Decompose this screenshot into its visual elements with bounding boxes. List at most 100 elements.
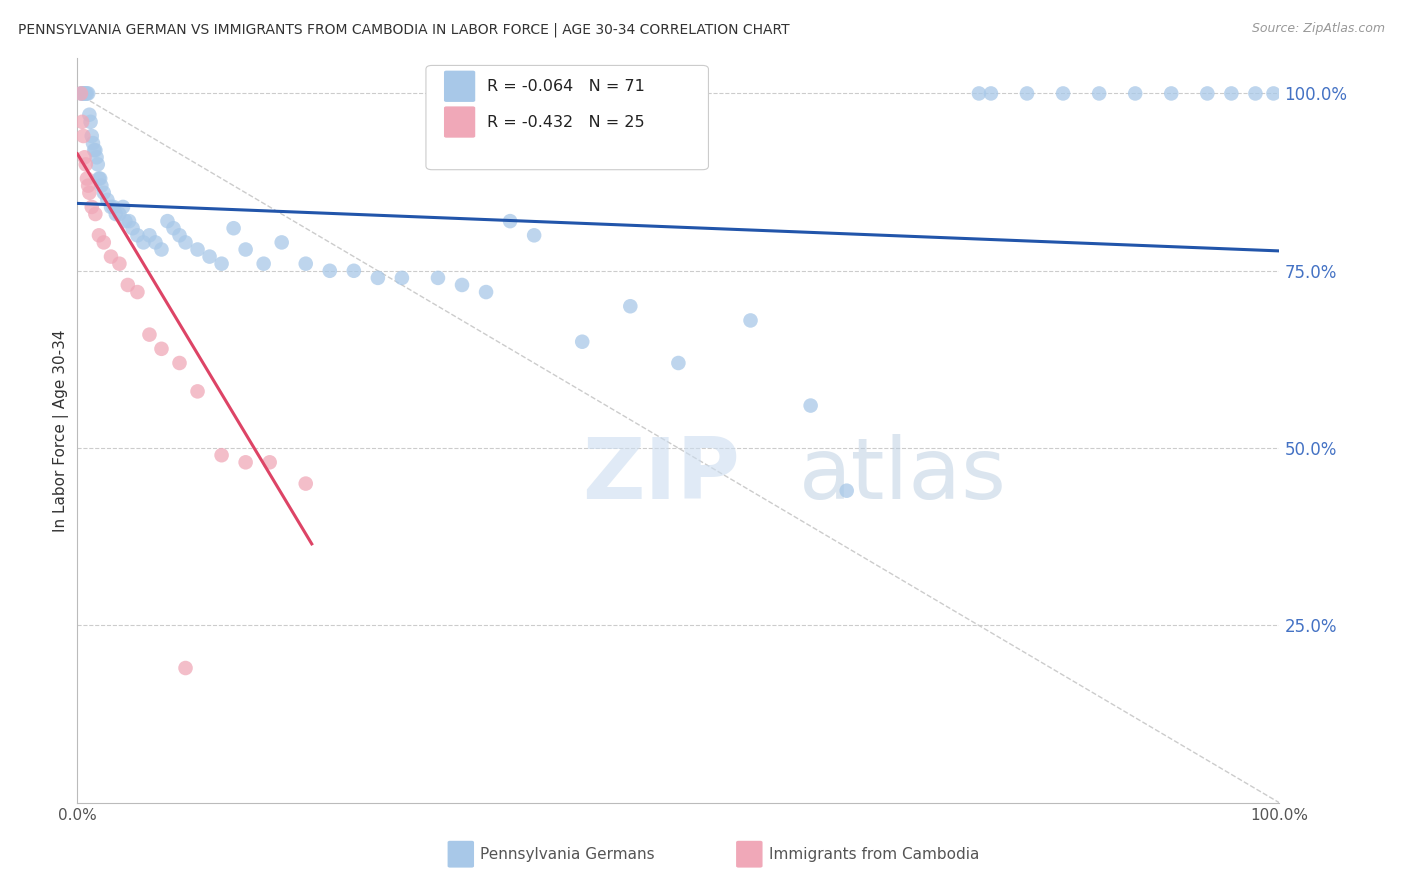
Point <box>187 384 209 399</box>
Point <box>79 186 101 200</box>
Point <box>427 271 450 285</box>
Point <box>800 399 823 413</box>
Text: Immigrants from Cambodia: Immigrants from Cambodia <box>769 847 979 862</box>
Point <box>523 228 546 243</box>
Point <box>77 87 100 101</box>
Point <box>150 243 173 257</box>
Point <box>96 193 118 207</box>
Point <box>77 178 100 193</box>
Point <box>103 200 125 214</box>
Point <box>108 257 131 271</box>
Point <box>70 87 93 101</box>
Point <box>259 455 281 469</box>
Point <box>127 285 149 299</box>
Point <box>80 200 103 214</box>
Text: atlas: atlas <box>799 434 1007 516</box>
Point <box>391 271 413 285</box>
Point <box>211 257 233 271</box>
Point <box>187 243 209 257</box>
Point <box>82 136 104 150</box>
Point <box>169 356 191 370</box>
Point <box>86 150 108 164</box>
FancyBboxPatch shape <box>444 106 475 137</box>
Point <box>270 235 292 250</box>
Point <box>138 228 160 243</box>
Point <box>145 235 167 250</box>
Point <box>100 200 122 214</box>
Point <box>76 171 98 186</box>
Point <box>72 87 94 101</box>
Point <box>84 143 107 157</box>
Point <box>90 178 112 193</box>
Point <box>89 171 111 186</box>
Point <box>1052 87 1074 101</box>
Point <box>1123 87 1146 101</box>
Point <box>967 87 990 101</box>
Point <box>499 214 522 228</box>
Point <box>253 257 276 271</box>
Point <box>70 87 93 101</box>
Text: ZIP: ZIP <box>582 434 740 516</box>
Point <box>150 342 173 356</box>
Point <box>87 157 110 171</box>
Point <box>980 87 1002 101</box>
Point <box>118 214 141 228</box>
Point <box>235 455 257 469</box>
Point <box>1220 87 1243 101</box>
Point <box>1160 87 1182 101</box>
Point <box>73 150 96 164</box>
Point <box>80 128 103 143</box>
Point <box>222 221 245 235</box>
Point <box>100 250 122 264</box>
Point <box>235 243 257 257</box>
Point <box>87 228 110 243</box>
Point <box>79 108 101 122</box>
Point <box>1197 87 1219 101</box>
Text: R = -0.064   N = 71: R = -0.064 N = 71 <box>488 78 645 94</box>
Point <box>117 277 139 292</box>
Point <box>1088 87 1111 101</box>
Point <box>343 264 366 278</box>
Point <box>84 207 107 221</box>
Text: R = -0.432   N = 25: R = -0.432 N = 25 <box>488 114 645 129</box>
Point <box>294 257 316 271</box>
Point <box>127 228 149 243</box>
Y-axis label: In Labor Force | Age 30-34: In Labor Force | Age 30-34 <box>53 329 69 532</box>
Point <box>835 483 858 498</box>
Point <box>75 157 97 171</box>
Point <box>451 277 474 292</box>
Point <box>111 200 134 214</box>
Point <box>174 661 197 675</box>
Point <box>70 87 93 101</box>
Point <box>108 207 131 221</box>
Point <box>87 171 110 186</box>
Point <box>1263 87 1285 101</box>
Text: PENNSYLVANIA GERMAN VS IMMIGRANTS FROM CAMBODIA IN LABOR FORCE | AGE 30-34 CORRE: PENNSYLVANIA GERMAN VS IMMIGRANTS FROM C… <box>18 22 790 37</box>
Point <box>132 235 155 250</box>
Point <box>571 334 593 349</box>
Point <box>740 313 762 327</box>
Point <box>294 476 316 491</box>
Point <box>93 235 115 250</box>
Point <box>619 299 641 313</box>
FancyBboxPatch shape <box>426 65 709 169</box>
Point <box>198 250 221 264</box>
Point <box>475 285 498 299</box>
FancyBboxPatch shape <box>444 70 475 102</box>
Point <box>174 235 197 250</box>
Point <box>70 115 93 129</box>
Point <box>211 448 233 462</box>
Point <box>73 87 96 101</box>
Point <box>162 221 184 235</box>
Point <box>93 186 115 200</box>
Point <box>1244 87 1267 101</box>
Point <box>114 214 136 228</box>
Point <box>1015 87 1038 101</box>
Point <box>138 327 160 342</box>
Point <box>319 264 342 278</box>
Point <box>367 271 389 285</box>
Point <box>668 356 690 370</box>
Text: Pennsylvania Germans: Pennsylvania Germans <box>479 847 655 862</box>
Point <box>76 87 98 101</box>
Point <box>79 115 101 129</box>
